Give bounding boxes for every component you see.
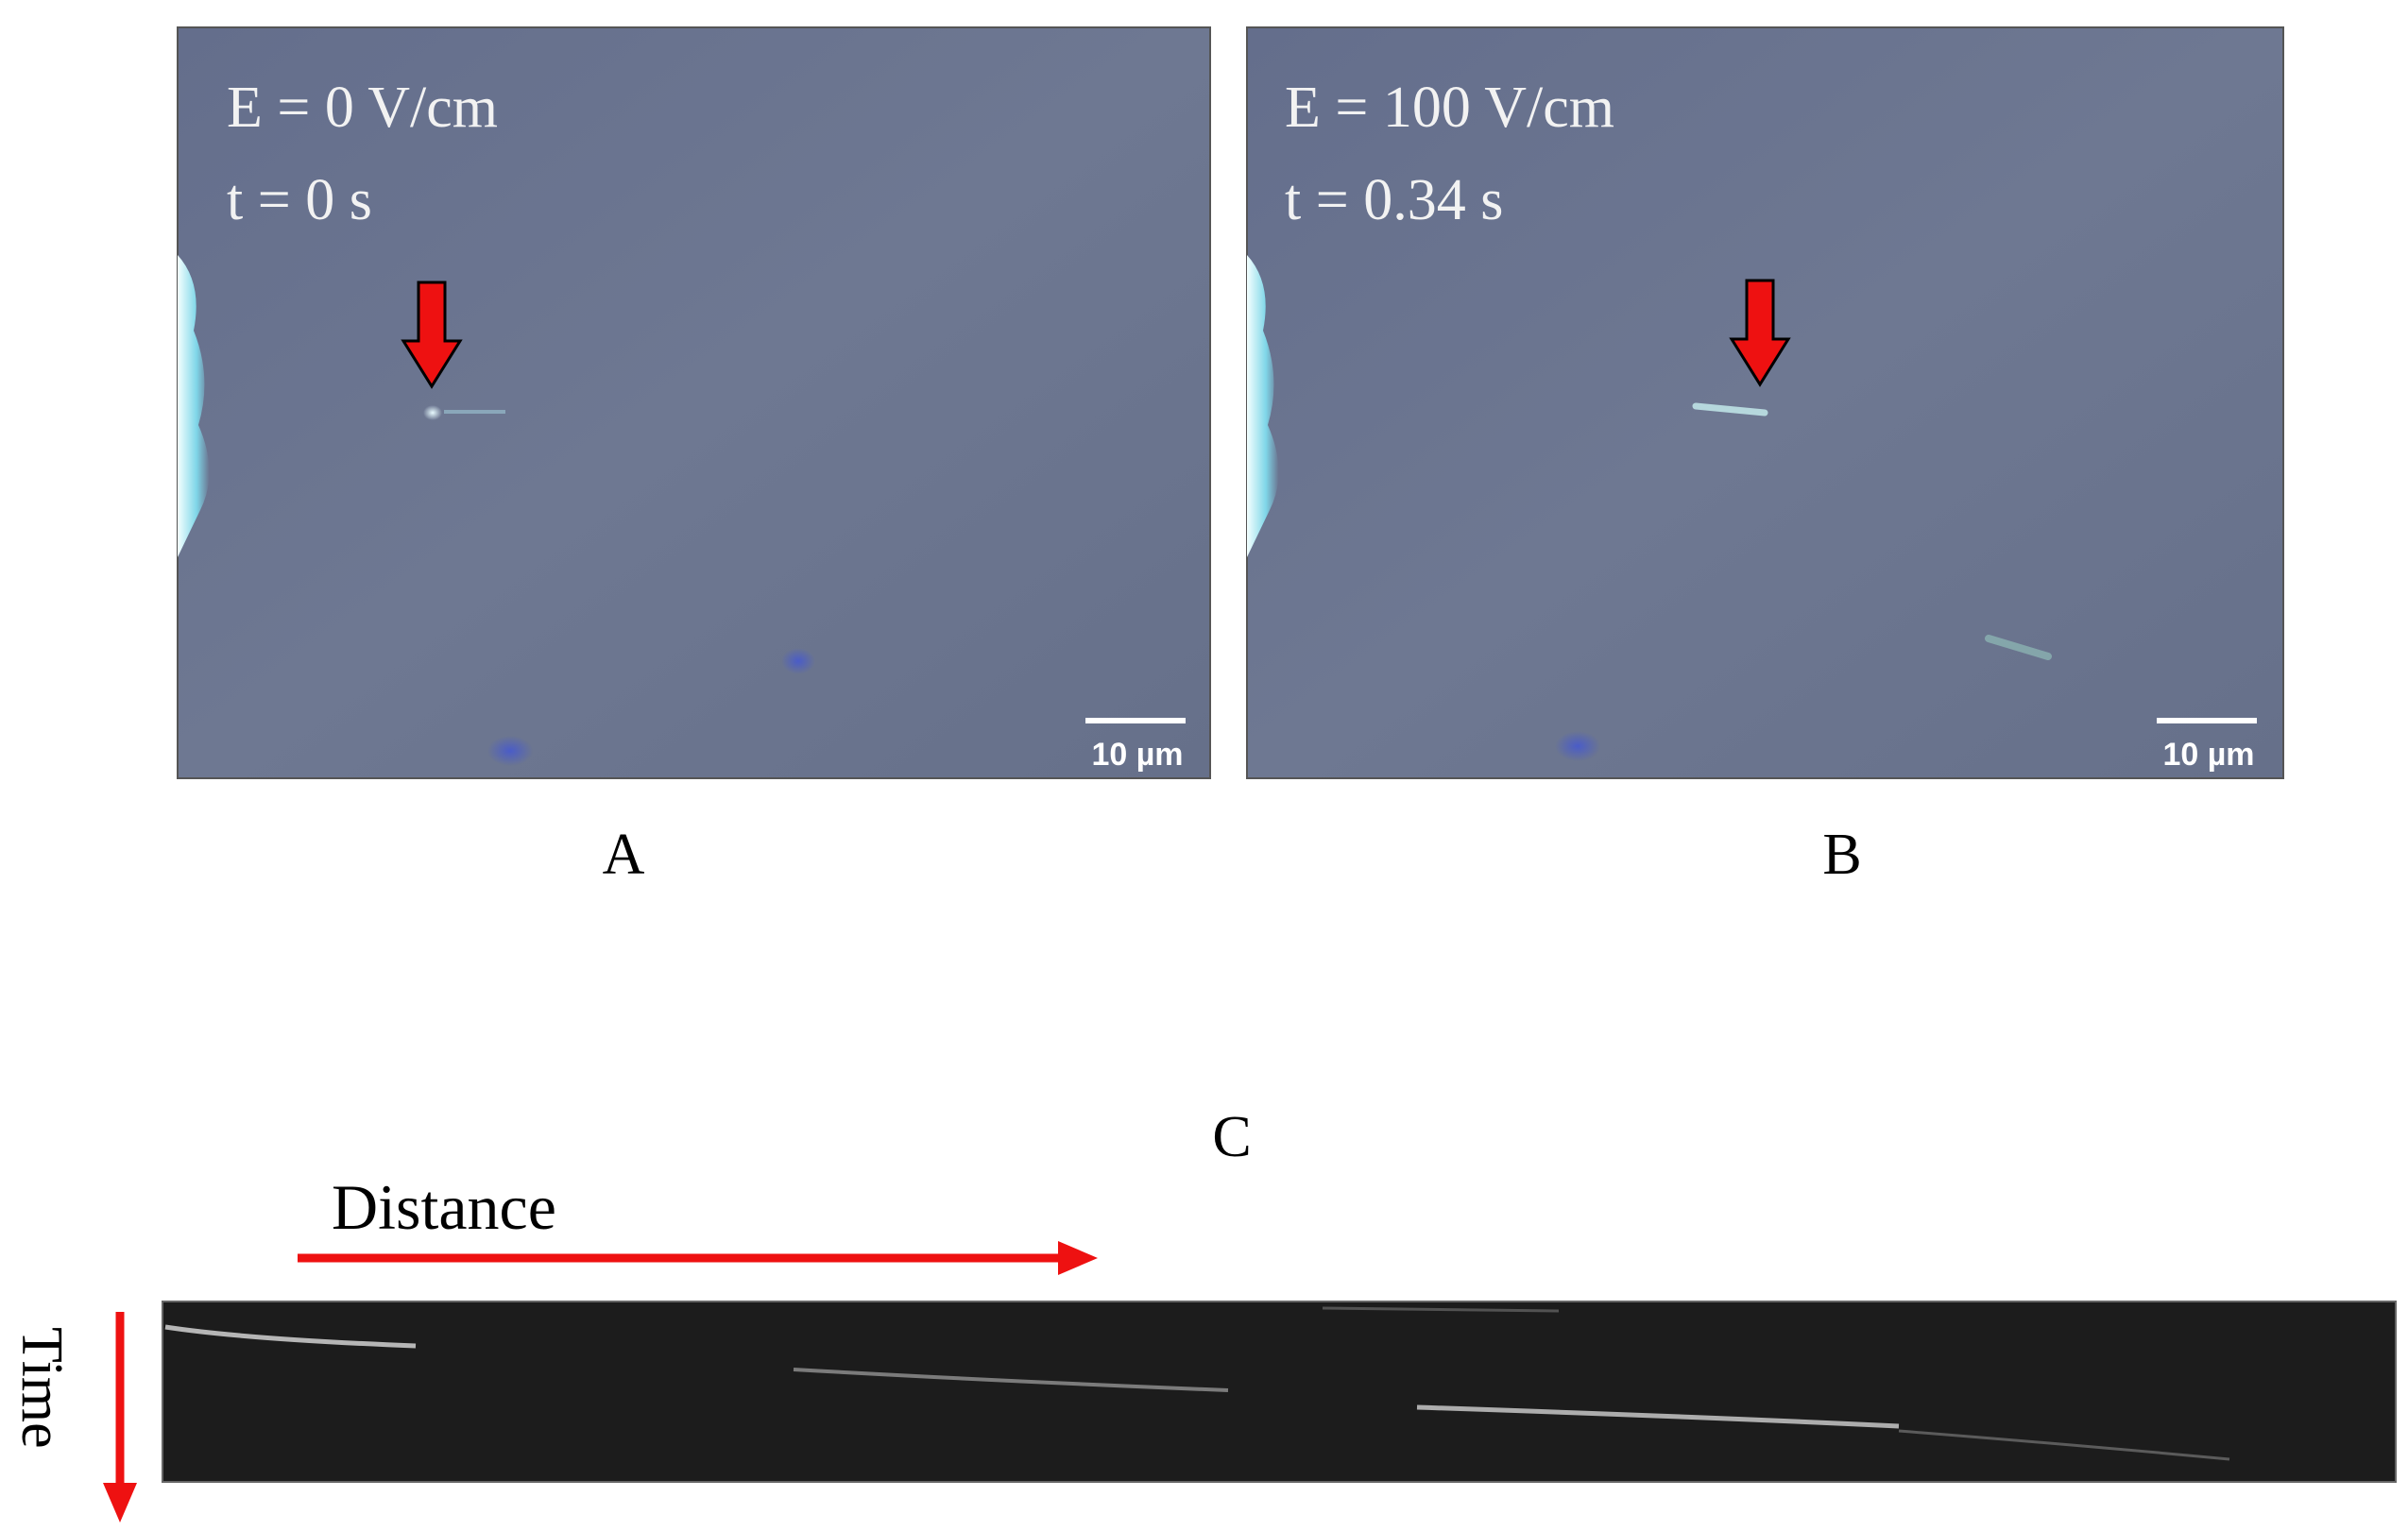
debris <box>487 736 533 766</box>
particle <box>1692 402 1768 417</box>
time-arrowhead <box>103 1483 137 1522</box>
time-label: t = 0 s <box>227 168 372 232</box>
panel-label: B <box>1822 823 1861 887</box>
scale-bar-label: 10 µm <box>1091 737 1183 773</box>
micrograph <box>177 26 1211 779</box>
distance-arrowhead <box>1058 1241 1098 1275</box>
y-axis-label: Time <box>9 1327 74 1449</box>
trajectory <box>1322 1306 1560 1313</box>
electrode-edge <box>178 255 210 557</box>
trajectory <box>1416 1404 1900 1429</box>
micrograph <box>1246 26 2284 779</box>
trajectory <box>1898 1429 2230 1461</box>
debris <box>1555 731 1600 761</box>
debris <box>781 648 815 674</box>
scale-bar-label: 10 µm <box>2162 737 2254 773</box>
panel-label: C <box>1212 1105 1251 1169</box>
kymograph <box>162 1301 2397 1483</box>
pointer-arrow <box>401 281 463 389</box>
trajectory <box>793 1368 1229 1392</box>
panel-c: C Distance Time <box>9 1105 2397 1522</box>
panel-a: E = 0 V/cm t = 0 s 10 µm A <box>177 26 1211 887</box>
pointer-arrow <box>1729 279 1791 387</box>
field-label: E = 0 V/cm <box>227 76 498 140</box>
panel-b: E = 100 V/cm t = 0.34 s 10 µm B <box>1246 26 2284 887</box>
electrode-edge <box>1247 255 1279 557</box>
time-label: t = 0.34 s <box>1285 168 1503 232</box>
x-axis-label: Distance <box>332 1171 556 1243</box>
debris <box>1985 635 2052 660</box>
field-label: E = 100 V/cm <box>1285 76 1614 140</box>
trajectory <box>164 1324 417 1349</box>
panel-label: A <box>603 823 645 887</box>
particle <box>423 405 442 420</box>
